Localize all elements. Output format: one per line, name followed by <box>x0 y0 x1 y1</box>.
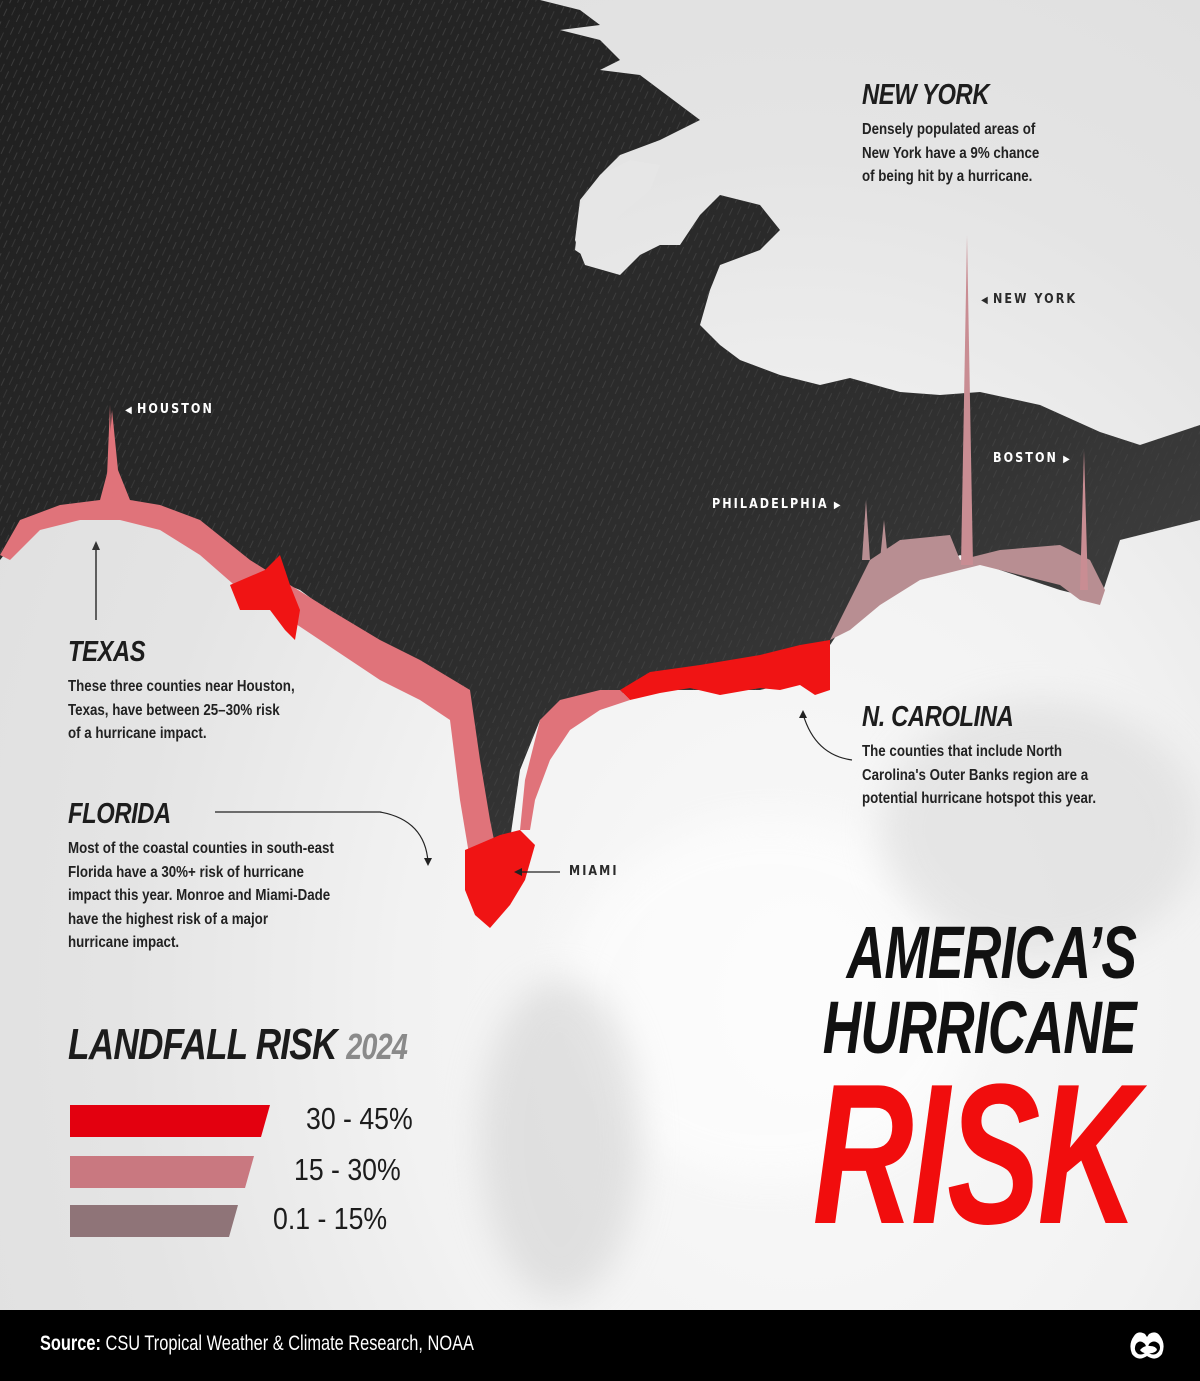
headline-line-2: HURRICANE <box>822 986 1137 1069</box>
arrow-right-icon: ▶ <box>833 500 841 511</box>
map-canvas <box>0 0 1200 1310</box>
florida-high-risk <box>465 830 535 928</box>
callout-body: Most of the coastal counties in south-ea… <box>68 840 334 951</box>
city-label-new-york: ◀ NEW YORK <box>981 292 1078 307</box>
boston-spike <box>1080 450 1088 590</box>
callout-title: NEW YORK <box>862 79 990 111</box>
new-york-spike <box>961 235 973 565</box>
callout-body: The counties that include North Carolina… <box>862 743 1097 807</box>
city-label-miami: MIAMI <box>569 864 619 879</box>
legend-title: LANDFALL RISK 2024 <box>68 1020 408 1069</box>
city-label-boston: BOSTON ▶ <box>993 451 1070 466</box>
callout-title: FLORIDA <box>68 798 171 830</box>
binoculars-logo-icon <box>1130 1332 1164 1359</box>
city-label-houston: ◀ HOUSTON <box>125 402 214 417</box>
arrow-left-icon: ◀ <box>125 405 132 416</box>
legend-swatch-low <box>70 1205 238 1237</box>
city-label-philadelphia: PHILADELPHIA ▶ <box>712 497 841 512</box>
us-terrain-map <box>0 0 1200 928</box>
louisiana-high-risk <box>230 555 300 640</box>
callout-texas: TEXAS These three counties near Houston,… <box>68 635 332 746</box>
callout-new-york: NEW YORK Densely populated areas of New … <box>862 78 1068 189</box>
footer: Source: CSU Tropical Weather & Climate R… <box>0 1310 1200 1381</box>
cloud-texture <box>480 980 640 1300</box>
headline-line-3: RISK <box>812 1043 1139 1266</box>
callout-florida: FLORIDA Most of the coastal counties in … <box>68 797 377 955</box>
florida-pointer-line <box>215 811 429 863</box>
nc-pointer-line <box>802 713 853 761</box>
callout-body: Densely populated areas of New York have… <box>862 121 1040 185</box>
arrow-right-icon: ▶ <box>1063 454 1070 465</box>
arrow-left-icon: ◀ <box>981 295 988 306</box>
callout-body: These three counties near Houston, Texas… <box>68 678 295 742</box>
cloud-texture <box>880 700 1200 960</box>
headline-line-1: AMERICA’S <box>846 911 1136 994</box>
legend-swatch-high <box>70 1105 270 1137</box>
source-credit: Source: CSU Tropical Weather & Climate R… <box>40 1332 474 1356</box>
source-text: CSU Tropical Weather & Climate Research,… <box>105 1332 474 1355</box>
callout-n-carolina: N. CAROLINA The counties that include No… <box>862 700 1134 811</box>
source-label: Source: <box>40 1332 101 1355</box>
callout-title: TEXAS <box>68 636 146 668</box>
carolina-high-risk <box>620 640 830 700</box>
legend-swatch-mid <box>70 1156 254 1188</box>
northeast-low-risk <box>830 535 1105 640</box>
callout-title: N. CAROLINA <box>862 701 1014 733</box>
great-lakes <box>575 160 660 260</box>
legend-year: 2024 <box>346 1026 408 1067</box>
houston-spike <box>106 405 113 500</box>
